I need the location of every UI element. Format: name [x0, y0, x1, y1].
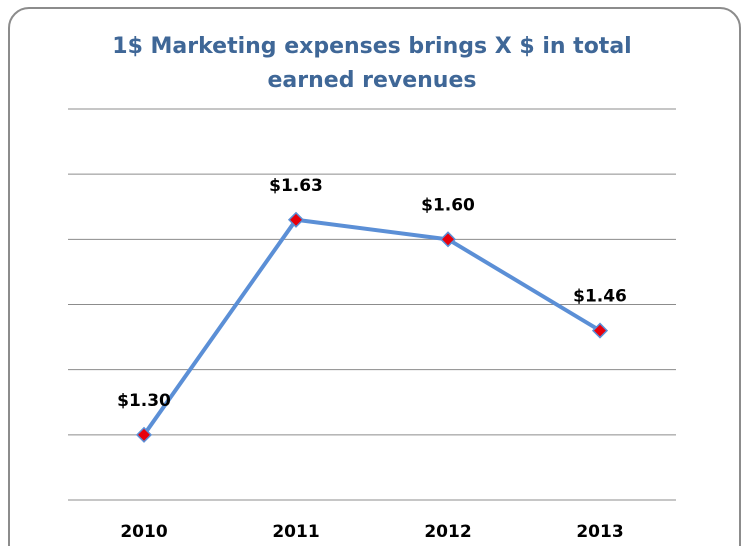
data-label: $1.30 [117, 391, 171, 411]
marker [439, 231, 457, 248]
data-label: $1.46 [573, 287, 627, 307]
data-label: $1.60 [421, 195, 475, 215]
marker [287, 211, 305, 228]
chart-title: 1$ Marketing expenses brings X $ in tota… [112, 34, 632, 93]
marker [591, 322, 609, 339]
marker [135, 426, 153, 443]
x-tick-label: 2012 [424, 522, 471, 542]
x-tick-label: 2010 [120, 522, 167, 542]
x-tick-label: 2011 [272, 522, 319, 542]
line [142, 217, 602, 436]
chart-frame [8, 7, 741, 546]
x-tick-label: 2013 [576, 522, 623, 542]
data-label: $1.63 [269, 176, 323, 196]
